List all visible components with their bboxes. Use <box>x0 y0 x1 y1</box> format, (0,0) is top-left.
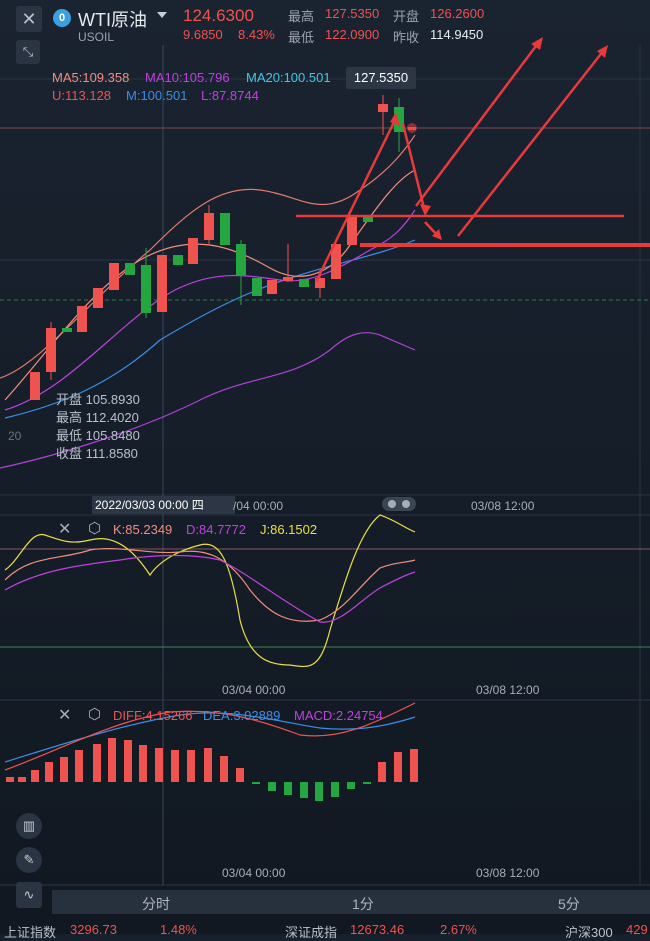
kdj-d-value: D:84.7772 <box>186 522 246 537</box>
boll-lower-legend: L:87.8744 <box>201 88 259 103</box>
time-label: 03/04 00:00 <box>222 683 286 697</box>
prev-close-value: 114.9450 <box>430 27 484 42</box>
close-icon[interactable]: ✕ <box>58 707 72 724</box>
tab-5min[interactable]: 5分 <box>558 896 580 912</box>
boll-mid-legend: M:100.501 <box>126 88 188 103</box>
candlestick-icon[interactable]: ▥ <box>16 813 42 839</box>
axis-label: 20 <box>8 429 22 443</box>
ticker-b-value: 12673.46 <box>350 922 405 937</box>
chevron-down-icon[interactable] <box>157 12 167 18</box>
ticker-a-name[interactable]: 上证指数 <box>4 925 57 940</box>
settings-icon[interactable]: ⬡ <box>88 706 102 723</box>
low-value: 122.0900 <box>325 27 380 42</box>
symbol-logo: 0 <box>53 9 71 27</box>
time-label: 03/08 12:00 <box>476 683 540 697</box>
crosshair-date: 2022/03/03 00:00 四 <box>92 496 235 514</box>
ma10-legend: MA10:105.796 <box>145 70 230 85</box>
time-label: 03/04 00:00 <box>222 866 286 880</box>
ticker-b-pct: 2.67% <box>440 922 477 937</box>
ticker-a-pct: 1.48% <box>160 922 197 937</box>
ohlc-open: 开盘 105.8930 <box>56 392 140 407</box>
ohlc-high: 最高 112.4020 <box>56 410 139 425</box>
period-tabs: 分时 1分 5分 <box>52 890 650 914</box>
ohlc-low: 最低 105.8480 <box>56 428 140 443</box>
last-price: 124.6300 <box>183 6 254 25</box>
boll-upper-legend: U:113.128 <box>52 88 112 103</box>
close-icon[interactable]: ✕ <box>16 6 42 32</box>
tab-1min[interactable]: 1分 <box>352 896 374 912</box>
close-icon[interactable]: ✕ <box>58 521 72 538</box>
ma20-legend: MA20:100.501 <box>246 70 331 85</box>
scroll-handle[interactable] <box>382 497 416 511</box>
ticker-a-value: 3296.73 <box>70 922 117 937</box>
time-label: 03/08 12:00 <box>471 499 535 513</box>
ohlc-close: 收盘 111.8580 <box>56 446 138 461</box>
symbol-name[interactable]: WTI原油 <box>78 10 147 30</box>
handle-dot <box>388 500 396 508</box>
kdj-j-value: J:86.1502 <box>260 522 318 537</box>
collapse-icon[interactable]: ⤡ <box>16 40 40 64</box>
high-label: 最高 <box>288 9 315 24</box>
open-value: 126.2600 <box>430 6 485 21</box>
pencil-icon[interactable]: ✎ <box>16 847 42 873</box>
symbol-code: USOIL <box>78 30 115 44</box>
high-value: 127.5350 <box>325 6 380 21</box>
time-label: /04 00:00 <box>233 499 284 513</box>
header: ✕ ⤡ 0 WTI原油 USOIL 124.6300 9.6850 8.43% … <box>0 0 650 64</box>
price-change-pct: 8.43% <box>238 27 275 42</box>
high-price-tooltip: 127.5350 <box>346 67 416 89</box>
macd-dea-value: DEA:3.02889 <box>203 708 281 723</box>
macd-diff-value: DIFF:4.15266 <box>113 708 193 723</box>
tab-timeshare[interactable]: 分时 <box>142 896 170 912</box>
open-label: 开盘 <box>393 9 420 24</box>
time-label: 03/08 12:00 <box>476 866 540 880</box>
prev-close-label: 昨收 <box>393 30 420 45</box>
ma5-legend: MA5:109.358 <box>52 70 130 85</box>
ticker-c-value: 429 <box>626 922 648 937</box>
price-change: 9.6850 <box>183 27 223 42</box>
ticker-c-name[interactable]: 沪深300 <box>565 925 613 940</box>
indicator-icon[interactable]: ∿ <box>16 882 42 908</box>
handle-dot <box>402 500 410 508</box>
low-label: 最低 <box>288 30 315 45</box>
ticker-b-name[interactable]: 深证成指 <box>285 925 338 940</box>
settings-icon[interactable]: ⬡ <box>88 520 102 537</box>
macd-value: MACD:2.24754 <box>294 708 383 723</box>
kdj-k-value: K:85.2349 <box>113 522 173 537</box>
